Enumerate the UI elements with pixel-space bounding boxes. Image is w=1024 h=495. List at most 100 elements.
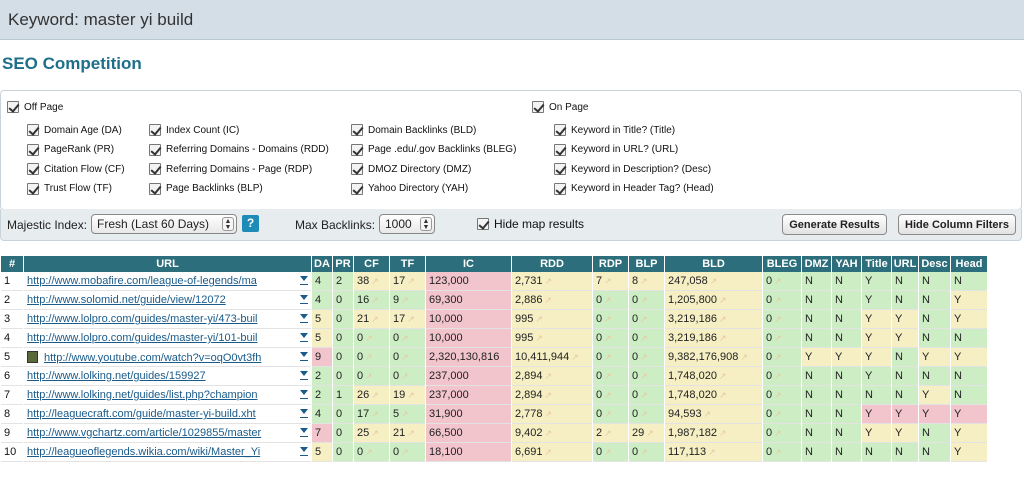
external-link-icon[interactable]: ↗	[604, 428, 612, 438]
filter-checkbox[interactable]: Keyword in Header Tag? (Head)	[554, 182, 714, 195]
external-link-icon[interactable]: ↗	[571, 352, 579, 362]
filter-checkbox[interactable]: DMOZ Directory (DMZ)	[351, 163, 471, 175]
external-link-icon[interactable]: ↗	[718, 295, 727, 305]
external-link-icon[interactable]: ↗	[774, 371, 782, 381]
filter-checkbox[interactable]: Referring Domains - Page (RDP)	[149, 163, 312, 175]
download-arrow-icon[interactable]	[300, 333, 308, 342]
column-header[interactable]: BLP	[629, 256, 664, 272]
on-page-checkbox[interactable]: On Page	[532, 101, 588, 113]
column-header[interactable]: BLEG	[763, 256, 801, 272]
external-link-icon[interactable]: ↗	[640, 371, 648, 381]
external-link-icon[interactable]: ↗	[604, 390, 612, 400]
column-header[interactable]: Desc	[919, 256, 950, 272]
column-header[interactable]: Head	[951, 256, 987, 272]
external-link-icon[interactable]: ↗	[774, 333, 782, 343]
result-url-link[interactable]: http://www.lolking.net/guides/list.php?c…	[27, 389, 258, 401]
external-link-icon[interactable]: ↗	[604, 333, 612, 343]
column-header[interactable]: URL	[24, 256, 311, 272]
column-header[interactable]: URL	[892, 256, 918, 272]
column-header[interactable]: Title	[862, 256, 891, 272]
download-arrow-icon[interactable]	[300, 276, 308, 285]
download-arrow-icon[interactable]	[300, 371, 308, 380]
external-link-icon[interactable]: ↗	[646, 428, 654, 438]
download-arrow-icon[interactable]	[300, 352, 308, 361]
external-link-icon[interactable]: ↗	[640, 295, 648, 305]
external-link-icon[interactable]: ↗	[640, 409, 648, 419]
external-link-icon[interactable]: ↗	[365, 352, 373, 362]
column-header[interactable]: DMZ	[802, 256, 831, 272]
result-url-link[interactable]: http://www.lolpro.com/guides/master-yi/4…	[27, 313, 258, 325]
external-link-icon[interactable]: ↗	[365, 333, 373, 343]
result-url-link[interactable]: http://www.mobafire.com/league-of-legend…	[27, 275, 257, 287]
external-link-icon[interactable]: ↗	[371, 390, 379, 400]
external-link-icon[interactable]: ↗	[774, 352, 782, 362]
external-link-icon[interactable]: ↗	[544, 409, 553, 419]
external-link-icon[interactable]: ↗	[365, 371, 373, 381]
external-link-icon[interactable]: ↗	[774, 409, 782, 419]
generate-results-button[interactable]: Generate Results	[782, 214, 887, 235]
filter-checkbox[interactable]: Keyword in Description? (Desc)	[554, 163, 711, 175]
external-link-icon[interactable]: ↗	[640, 314, 648, 324]
external-link-icon[interactable]: ↗	[718, 314, 727, 324]
external-link-icon[interactable]: ↗	[604, 352, 612, 362]
external-link-icon[interactable]: ↗	[401, 447, 409, 457]
filter-checkbox[interactable]: PageRank (PR)	[27, 143, 114, 156]
help-icon[interactable]: ?	[242, 215, 259, 232]
filter-checkbox[interactable]: Page .edu/.gov Backlinks (BLEG)	[351, 143, 516, 156]
result-url-link[interactable]: http://www.lolpro.com/guides/master-yi/1…	[27, 332, 258, 344]
external-link-icon[interactable]: ↗	[401, 352, 409, 362]
result-url-link[interactable]: http://leaguecraft.com/guide/master-yi-b…	[27, 408, 256, 420]
external-link-icon[interactable]: ↗	[544, 295, 553, 305]
result-url-link[interactable]: http://www.solomid.net/guide/view/12072	[27, 294, 226, 306]
external-link-icon[interactable]: ↗	[774, 447, 782, 457]
result-url-link[interactable]: http://www.vgchartz.com/article/1029855/…	[27, 427, 262, 439]
result-url-link[interactable]: http://leagueoflegends.wikia.com/wiki/Ma…	[27, 446, 261, 458]
column-header[interactable]: CF	[354, 256, 389, 272]
majestic-index-select[interactable]: Fresh (Last 60 Days) ▲ ▼	[91, 214, 237, 234]
external-link-icon[interactable]: ↗	[640, 333, 648, 343]
external-link-icon[interactable]: ↗	[718, 390, 727, 400]
filter-checkbox[interactable]: Index Count (IC)	[149, 124, 239, 136]
external-link-icon[interactable]: ↗	[604, 276, 612, 286]
hide-column-filters-button[interactable]: Hide Column Filters	[898, 214, 1016, 235]
external-link-icon[interactable]: ↗	[401, 371, 409, 381]
result-url-link[interactable]: http://www.youtube.com/watch?v=oqO0vt3fh	[44, 351, 262, 364]
result-url-link[interactable]: http://www.lolking.net/guides/159927	[27, 370, 206, 382]
external-link-icon[interactable]: ↗	[401, 409, 409, 419]
column-header[interactable]: YAH	[832, 256, 861, 272]
filter-checkbox[interactable]: Referring Domains - Domains (RDD)	[149, 143, 329, 156]
download-arrow-icon[interactable]	[300, 428, 308, 437]
external-link-icon[interactable]: ↗	[774, 314, 782, 324]
external-link-icon[interactable]: ↗	[640, 352, 648, 362]
download-arrow-icon[interactable]	[300, 314, 308, 323]
column-header[interactable]: IC	[426, 256, 511, 272]
external-link-icon[interactable]: ↗	[401, 333, 409, 343]
column-header[interactable]: PR	[333, 256, 353, 272]
external-link-icon[interactable]: ↗	[718, 333, 727, 343]
column-header[interactable]: RDP	[593, 256, 628, 272]
download-arrow-icon[interactable]	[300, 409, 308, 418]
max-backlinks-select[interactable]: 1000 ▲ ▼	[379, 214, 435, 234]
external-link-icon[interactable]: ↗	[407, 390, 415, 400]
external-link-icon[interactable]: ↗	[604, 447, 612, 457]
external-link-icon[interactable]: ↗	[640, 447, 648, 457]
external-link-icon[interactable]: ↗	[407, 314, 415, 324]
hide-map-results-checkbox[interactable]: Hide map results	[477, 217, 584, 231]
column-header[interactable]: BLD	[665, 256, 762, 272]
filter-checkbox[interactable]: Yahoo Directory (YAH)	[351, 182, 468, 195]
filter-checkbox[interactable]: Citation Flow (CF)	[27, 163, 125, 175]
external-link-icon[interactable]: ↗	[774, 390, 782, 400]
external-link-icon[interactable]: ↗	[604, 371, 612, 381]
external-link-icon[interactable]: ↗	[640, 276, 648, 286]
external-link-icon[interactable]: ↗	[544, 447, 553, 457]
external-link-icon[interactable]: ↗	[718, 428, 727, 438]
off-page-checkbox[interactable]: Off Page	[7, 101, 63, 113]
external-link-icon[interactable]: ↗	[709, 276, 718, 286]
external-link-icon[interactable]: ↗	[544, 371, 553, 381]
external-link-icon[interactable]: ↗	[535, 314, 543, 324]
external-link-icon[interactable]: ↗	[718, 371, 727, 381]
filter-checkbox[interactable]: Domain Backlinks (BLD)	[351, 124, 476, 136]
external-link-icon[interactable]: ↗	[544, 276, 553, 286]
filter-checkbox[interactable]: Keyword in URL? (URL)	[554, 143, 678, 156]
external-link-icon[interactable]: ↗	[371, 295, 379, 305]
